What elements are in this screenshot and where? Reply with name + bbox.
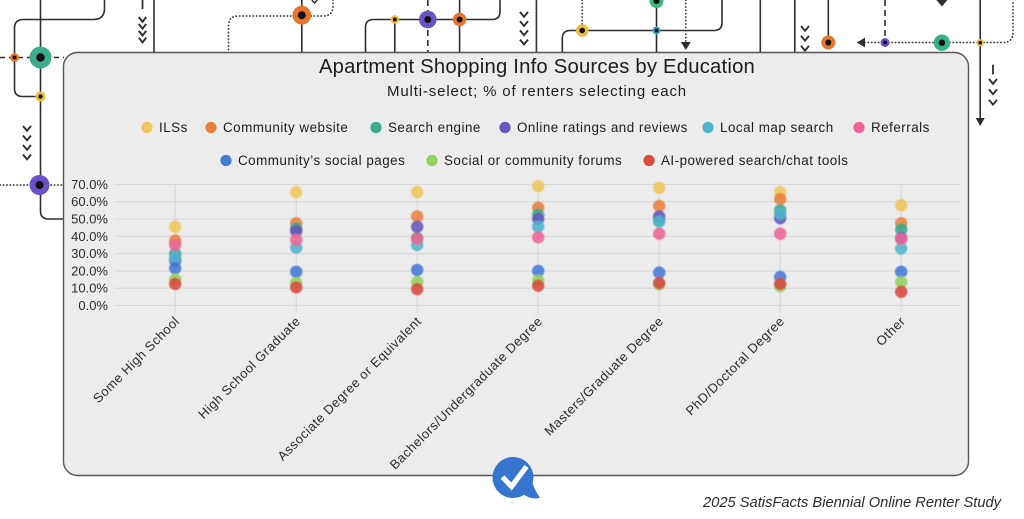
svg-text:30.0%: 30.0%	[71, 246, 108, 261]
svg-text:AI-powered search/chat tools: AI-powered search/chat tools	[661, 153, 848, 168]
svg-text:Community website: Community website	[223, 120, 348, 135]
svg-text:50.0%: 50.0%	[71, 212, 108, 227]
svg-text:Multi-select; % of renters sel: Multi-select; % of renters selecting eac…	[387, 83, 687, 100]
svg-text:Search engine: Search engine	[388, 120, 481, 135]
svg-text:ILSs: ILSs	[159, 120, 188, 135]
svg-text:60.0%: 60.0%	[71, 194, 108, 209]
svg-text:Referrals: Referrals	[871, 120, 930, 135]
svg-text:70.0%: 70.0%	[71, 177, 108, 192]
svg-text:Online ratings and reviews: Online ratings and reviews	[517, 120, 688, 135]
svg-text:10.0%: 10.0%	[71, 281, 108, 296]
svg-text:20.0%: 20.0%	[71, 263, 108, 278]
svg-text:Local map search: Local map search	[720, 120, 834, 135]
svg-text:0.0%: 0.0%	[78, 298, 108, 313]
svg-text:Community’s social pages: Community’s social pages	[238, 153, 405, 168]
svg-text:2025 SatisFacts Biennial Onlin: 2025 SatisFacts Biennial Online Renter S…	[702, 495, 1003, 511]
svg-text:Apartment Shopping Info Source: Apartment Shopping Info Sources by Educa…	[319, 56, 755, 78]
svg-text:40.0%: 40.0%	[71, 229, 108, 244]
svg-text:Social or community forums: Social or community forums	[444, 153, 622, 168]
